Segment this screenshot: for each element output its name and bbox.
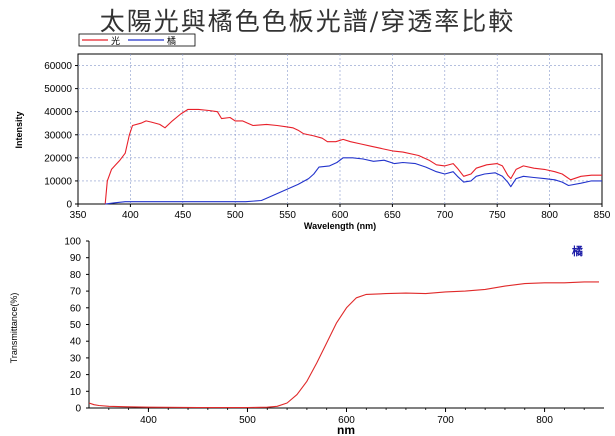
transmittance-y-tick-label: 80 <box>70 270 82 281</box>
spectrum-series-line-1 <box>105 157 602 205</box>
spectrum-x-tick-label: 500 <box>227 210 244 221</box>
spectrum-x-tick-label: 600 <box>332 210 349 221</box>
transmittance-x-tick-label: 400 <box>140 415 157 426</box>
spectrum-x-tick-label: 350 <box>70 210 87 221</box>
transmittance-annotation: 橘 <box>571 244 583 258</box>
transmittance-y-ticks: 0 10 20 30 40 50 60 70 80 90 100 <box>64 237 89 415</box>
spectrum-y-tick-label: 60000 <box>44 61 72 72</box>
transmittance-y-tick-label: 10 <box>70 387 82 398</box>
transmittance-y-tick-label: 50 <box>70 320 82 331</box>
transmittance-x-tick-label: 600 <box>338 415 355 426</box>
spectrum-x-tick-label: 700 <box>436 210 453 221</box>
spectrum-y-tick-label: 20000 <box>44 153 72 164</box>
transmittance-series-line-0 <box>88 281 599 409</box>
transmittance-x-axis-title: nm <box>337 423 355 436</box>
transmittance-y-tick-label: 60 <box>70 303 82 314</box>
spectrum-chart: 350 400 450 500 550 600 650 700 750 800 850 0 10000… <box>14 33 611 231</box>
spectrum-x-tick-label: 450 <box>174 210 191 221</box>
transmittance-y-tick-label: 20 <box>70 370 82 381</box>
spectrum-y-tick-label: 10000 <box>44 176 72 187</box>
spectrum-y-ticks: 0 10000 20000 30000 40000 50000 60000 <box>44 61 78 211</box>
spectrum-y-tick-label: 40000 <box>44 107 72 118</box>
transmittance-y-tick-label: 30 <box>70 353 82 364</box>
spectrum-x-tick-label: 550 <box>279 210 296 221</box>
spectrum-y-tick-label: 0 <box>66 200 72 211</box>
spectrum-x-tick-label: 850 <box>594 210 611 221</box>
transmittance-y-tick-label: 100 <box>64 237 81 248</box>
transmittance-x-ticks: 400 500 600 700 800 <box>108 408 585 426</box>
transmittance-x-tick-label: 500 <box>239 415 256 426</box>
spectrum-y-tick-label: 50000 <box>44 84 72 95</box>
spectrum-legend: 光 橘 <box>78 33 196 47</box>
spectrum-x-tick-label: 750 <box>489 210 506 221</box>
spectrum-x-axis-title: Wavelength (nm) <box>304 221 376 231</box>
transmittance-x-tick-label: 700 <box>437 415 454 426</box>
legend-label-orange: 橘 <box>167 36 176 47</box>
transmittance-x-tick-label: 800 <box>536 415 553 426</box>
transmittance-chart: 400 500 600 700 800 0 10 20 30 40 50 60 70 80 90 100 橘… <box>9 237 604 436</box>
spectrum-x-tick-label: 800 <box>541 210 558 221</box>
transmittance-y-tick-label: 70 <box>70 287 82 298</box>
transmittance-y-tick-label: 90 <box>70 253 82 264</box>
spectrum-plot-frame <box>77 53 603 205</box>
legend-label-sun: 光 <box>111 35 120 47</box>
spectrum-y-tick-label: 30000 <box>44 130 72 141</box>
transmittance-y-tick-label: 0 <box>75 404 81 415</box>
spectrum-x-tick-label: 650 <box>384 210 401 221</box>
spectrum-series <box>104 108 602 205</box>
spectrum-x-tick-label: 400 <box>122 210 139 221</box>
spectrum-y-axis-title: Intensity <box>14 111 24 148</box>
transmittance-y-tick-label: 40 <box>70 337 82 348</box>
spectrum-x-ticks: 350 400 450 500 550 600 650 700 750 800 850 <box>70 204 611 221</box>
page-title: 太陽光與橘色色板光譜/穿透率比較 <box>99 7 516 36</box>
transmittance-y-axis-title: Transmittance(%) <box>9 293 19 364</box>
spectrum-grid <box>78 54 602 204</box>
spectrum-series-line-0 <box>104 108 602 205</box>
transmittance-series <box>88 281 599 409</box>
